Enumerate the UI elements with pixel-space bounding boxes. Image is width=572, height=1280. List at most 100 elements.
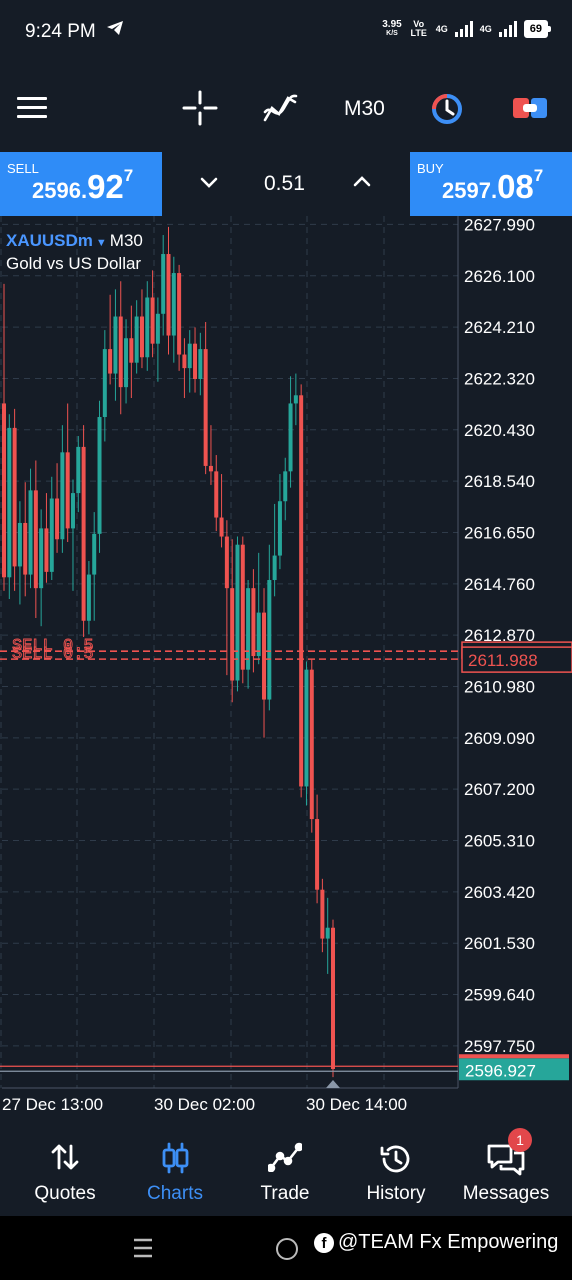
nav-quotes-label: Quotes — [34, 1183, 96, 1204]
candle-body — [182, 354, 187, 369]
price-chart[interactable]: 2627.990 2626.100 2624.210 2622.320 2620.430… — [0, 216, 572, 1120]
nav-messages[interactable]: 1 Messages — [451, 1120, 561, 1216]
candle-body — [315, 819, 320, 890]
candle-body — [219, 517, 224, 537]
chart-timeframe: M30 — [109, 231, 143, 250]
nav-quotes[interactable]: Quotes — [10, 1120, 120, 1216]
order-line-label: SELL 0.5 — [12, 637, 94, 656]
home-icon[interactable] — [276, 1238, 298, 1260]
candle-body — [92, 533, 97, 575]
y-tick-label: 2609.090 — [464, 729, 535, 748]
candle-body — [235, 544, 240, 681]
candle-body — [193, 343, 198, 379]
timeframe-button[interactable]: M30 — [344, 97, 385, 120]
candle-body — [230, 588, 235, 681]
chart-toolbar: M30 — [0, 62, 572, 152]
y-tick-label: 2599.640 — [464, 986, 535, 1005]
y-tick-label: 2597.750 — [464, 1037, 535, 1056]
net-speed: 3.95 K/S — [382, 20, 401, 38]
y-tick-label: 2601.530 — [464, 934, 535, 953]
sell-price-sup: 7 — [123, 166, 134, 185]
candle-body — [102, 349, 107, 418]
nav-charts[interactable]: Charts — [120, 1120, 230, 1216]
symbol-name[interactable]: XAUUSDm — [6, 231, 93, 250]
sell-price: 2596.927 — [32, 166, 134, 206]
candle-body — [113, 316, 118, 374]
candle-body — [171, 273, 176, 336]
y-tick-label: 2627.990 — [464, 216, 535, 234]
y-tick-label: 2610.980 — [464, 677, 535, 696]
candle-body — [299, 395, 304, 787]
buy-price-sup: 7 — [533, 166, 544, 185]
y-tick-label: 2612.870 — [464, 626, 535, 645]
candle-body — [208, 465, 213, 472]
indicators-icon[interactable] — [262, 92, 298, 129]
candle-body — [86, 574, 91, 621]
buy-price: 2597.087 — [442, 166, 544, 206]
net-speed-unit: K/S — [386, 30, 398, 37]
candle-body — [293, 395, 298, 404]
watermark-text: @TEAM Fx Empowering — [338, 1231, 559, 1253]
order-price-label: 2611.988 — [468, 651, 538, 670]
lot-decrease-button[interactable] — [199, 172, 219, 197]
candle-body — [309, 669, 314, 820]
watermark: f @TEAM Fx Empowering — [314, 1231, 558, 1254]
candle-body — [55, 498, 60, 540]
menu-icon[interactable] — [17, 97, 47, 119]
telegram-icon — [106, 20, 124, 41]
candle-body — [2, 403, 6, 578]
y-tick-label: 2607.200 — [464, 780, 535, 799]
candle-body — [267, 580, 272, 700]
lot-size-value[interactable]: 0.51 — [264, 172, 305, 195]
facebook-icon: f — [314, 1232, 334, 1253]
chart-symbol[interactable]: XAUUSDm ▼ M30 — [6, 231, 143, 251]
candle-body — [134, 316, 139, 363]
candle-body — [7, 427, 12, 578]
order-price-tag — [461, 646, 572, 673]
nav-trade-label: Trade — [260, 1183, 310, 1204]
bottom-navigation: Quotes Charts Trade History — [0, 1120, 572, 1216]
signal-icon — [454, 21, 473, 37]
battery-icon: 69 — [523, 20, 552, 38]
sell-button[interactable]: SELL 2596.927 — [0, 152, 162, 216]
x-tick-label: 30 Dec 14:00 — [306, 1095, 407, 1114]
sell-price-big: 92 — [87, 168, 124, 205]
candle-body — [262, 612, 267, 700]
candle-body — [198, 349, 203, 379]
recent-apps-icon[interactable] — [132, 1236, 154, 1265]
y-tick-label: 2620.430 — [464, 421, 535, 440]
candle-body — [331, 927, 335, 1069]
candle-body — [108, 349, 113, 374]
bid-price-tag — [459, 1058, 569, 1081]
candle-body — [214, 471, 219, 518]
candle-body — [150, 297, 155, 344]
x-tick-label: 27 Dec 13:00 — [2, 1095, 103, 1114]
y-tick-label: 2624.210 — [464, 318, 535, 337]
clock-icon[interactable] — [430, 92, 464, 131]
nav-trade[interactable]: Trade — [230, 1120, 340, 1216]
crosshair-icon[interactable] — [182, 90, 218, 131]
lot-increase-button[interactable] — [352, 172, 372, 197]
candle-body — [240, 544, 245, 670]
candle-body — [76, 446, 81, 494]
network-4g-label-2: 4G — [479, 23, 492, 34]
buy-label: BUY — [417, 161, 444, 176]
new-order-icon[interactable] — [512, 95, 548, 126]
bid-price-label: 2596.927 — [465, 1061, 536, 1080]
nav-history[interactable]: History — [341, 1120, 451, 1216]
status-bar: 9:24 PM 3.95 K/S Vo LTE 4G 4G 69 — [0, 0, 572, 62]
chat-bubbles-icon — [451, 1142, 561, 1176]
net-speed-value: 3.95 — [382, 19, 402, 30]
candle-body — [155, 313, 160, 344]
status-icons: 3.95 K/S Vo LTE 4G 4G 69 — [382, 20, 552, 38]
status-time: 9:24 PM — [25, 21, 96, 42]
candle-body — [23, 522, 28, 575]
candlestick-chart[interactable]: 2627.990 2626.100 2624.210 2622.320 2620.430… — [0, 216, 572, 1120]
candle-body — [44, 528, 49, 572]
candle-body — [60, 452, 65, 540]
current-time-marker — [326, 1080, 340, 1088]
symbol-dropdown-icon[interactable]: ▼ — [95, 237, 107, 249]
y-tick-label: 2605.310 — [464, 832, 535, 851]
buy-button[interactable]: BUY 2597.087 — [410, 152, 572, 216]
network-4g-label: 4G — [435, 23, 448, 34]
